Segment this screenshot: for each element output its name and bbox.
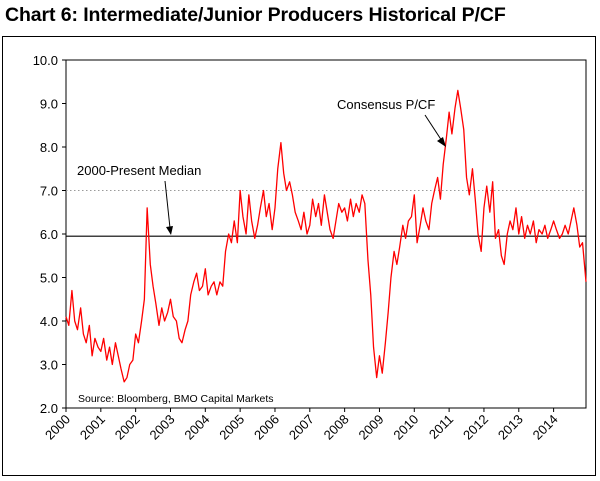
x-tick-label: 2006 xyxy=(251,412,282,443)
source-label: Source: Bloomberg, BMO Capital Markets xyxy=(78,393,274,405)
x-tick-label: 2007 xyxy=(286,412,317,443)
consensus-arrow-shaft xyxy=(424,114,443,142)
consensus-arrow-head xyxy=(437,137,446,147)
x-tick-label: 2003 xyxy=(147,412,178,443)
x-tick-label: 2011 xyxy=(426,412,456,442)
series-line-consensus-pcf xyxy=(65,89,587,383)
y-tick-label: 6.0 xyxy=(40,227,58,242)
x-tick-label: 2013 xyxy=(495,412,526,443)
x-tick-label: 2005 xyxy=(216,412,247,443)
x-tick-label: 2002 xyxy=(112,412,143,443)
x-tick-label: 2008 xyxy=(321,412,352,443)
x-tick-label: 2012 xyxy=(460,412,491,443)
chart-title: Chart 6: Intermediate/Junior Producers H… xyxy=(5,4,506,26)
consensus-label: Consensus P/CF xyxy=(337,97,435,112)
y-tick-label: 5.0 xyxy=(40,271,58,286)
x-tick-label: 2001 xyxy=(77,412,108,443)
chart-frame xyxy=(2,36,596,476)
y-tick-label: 9.0 xyxy=(40,97,58,112)
plot-area xyxy=(65,59,587,409)
series-group xyxy=(65,89,587,383)
y-axis: 2.0 3.0 4.0 5.0 6.0 7.0 8.0 9.0 10.0 xyxy=(33,53,66,416)
x-tick-label: 2014 xyxy=(530,412,561,443)
y-tick-label: 4.0 xyxy=(40,314,58,329)
median-arrow-shaft xyxy=(164,180,171,229)
y-tick-label: 10.0 xyxy=(33,53,58,68)
annotations: Consensus P/CF 2000-Present Median Sourc… xyxy=(77,97,446,405)
x-tick-label: 2009 xyxy=(356,412,387,443)
x-tick-label: 2000 xyxy=(42,412,73,443)
y-tick-label: 3.0 xyxy=(40,358,58,373)
x-tick-label: 2004 xyxy=(181,412,212,443)
median-label: 2000-Present Median xyxy=(77,163,201,178)
x-tick-label: 2010 xyxy=(390,412,421,443)
y-tick-label: 8.0 xyxy=(40,140,58,155)
x-axis: 2000 2001 2002 2003 2004 2005 2006 2007 2008 2009… xyxy=(42,408,561,443)
y-tick-label: 7.0 xyxy=(40,184,58,199)
y-tick-label: 2.0 xyxy=(40,401,58,416)
median-arrow-head xyxy=(166,226,173,235)
